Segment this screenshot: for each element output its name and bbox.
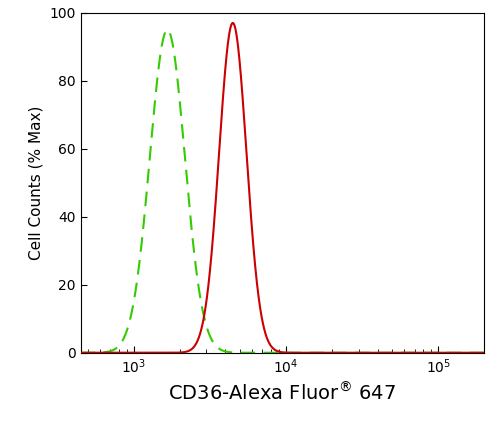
Y-axis label: Cell Counts (% Max): Cell Counts (% Max) — [29, 105, 44, 260]
X-axis label: CD36-Alexa Fluor$^{\mathregular{\circledR}}$ 647: CD36-Alexa Fluor$^{\mathregular{\circled… — [168, 382, 396, 404]
